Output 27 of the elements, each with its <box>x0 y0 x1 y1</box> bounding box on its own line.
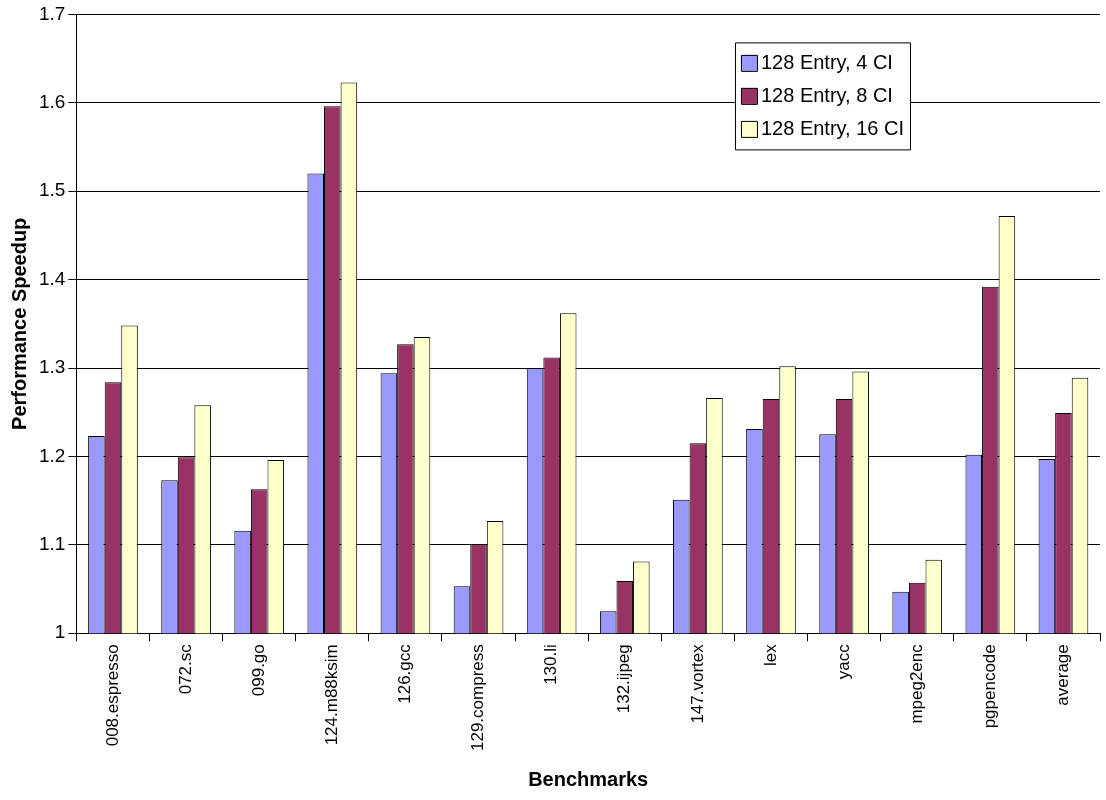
y-tick-label: 1.6 <box>38 91 66 113</box>
x-tick-label: 124.m88ksim <box>322 644 341 746</box>
x-tick-label: average <box>1053 644 1073 706</box>
y-tick-label: 1.3 <box>38 356 66 378</box>
legend-label: 128 Entry, 16 CI <box>760 117 905 140</box>
y-tick-label: 1.5 <box>38 179 66 201</box>
x-tick-label: 147.vortex <box>687 643 707 724</box>
y-tick-label: 1.7 <box>38 2 66 24</box>
x-tick-label: 130.li <box>541 644 561 685</box>
y-tick-label: 1.1 <box>38 533 66 555</box>
x-tick-label: 072.sc <box>175 643 195 695</box>
y-tick-label: 1.2 <box>38 444 66 466</box>
x-tick-label: pgpencode <box>980 644 1000 729</box>
x-tick-label: 129.compress <box>468 644 488 752</box>
y-tick-label: 1 <box>54 621 66 643</box>
legend-label: 128 Entry, 4 CI <box>760 51 893 74</box>
x-tick-label: 126.gcc <box>395 643 415 704</box>
y-tick-label: 1.4 <box>38 267 66 289</box>
x-tick-label: 132.ijpeg <box>614 644 634 714</box>
x-tick-label: lex <box>760 643 780 666</box>
x-axis-title: Benchmarks <box>528 767 649 790</box>
x-tick-label: yacc <box>833 643 853 680</box>
x-tick-label: 099.go <box>248 644 268 697</box>
legend-label: 128 Entry, 8 CI <box>760 84 893 107</box>
x-tick-label: mpeg2enc <box>906 643 926 724</box>
x-tick-label: 008.espresso <box>102 644 122 747</box>
y-axis-title: Performance Speedup <box>7 217 30 430</box>
